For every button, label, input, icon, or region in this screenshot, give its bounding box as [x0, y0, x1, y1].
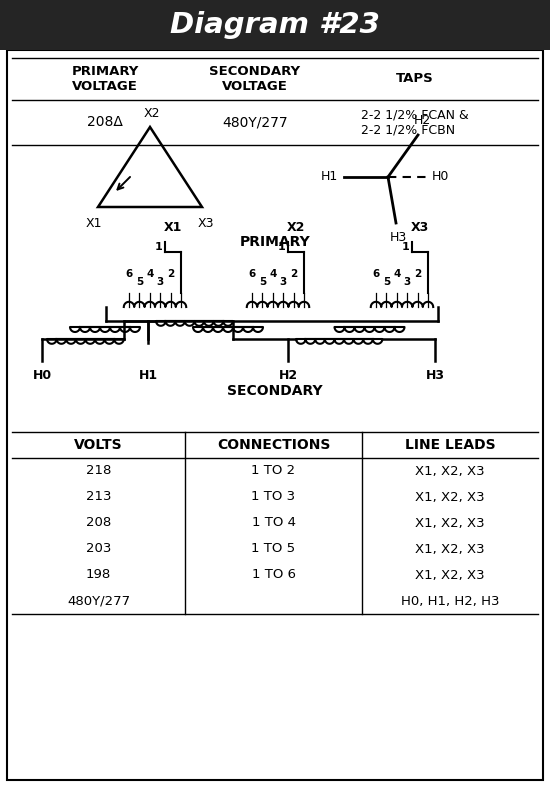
Text: 2: 2 [414, 269, 421, 279]
Text: H0, H1, H2, H3: H0, H1, H2, H3 [401, 594, 499, 608]
Text: X1: X1 [164, 221, 182, 234]
Text: 1: 1 [402, 242, 409, 252]
Text: TAPS: TAPS [396, 72, 434, 86]
Text: 2-2 1/2% FCAN &
2-2 1/2% FCBN: 2-2 1/2% FCAN & 2-2 1/2% FCBN [361, 109, 469, 136]
Text: H3: H3 [389, 231, 406, 244]
Text: PRIMARY: PRIMARY [240, 235, 310, 249]
Text: SECONDARY: SECONDARY [227, 384, 323, 398]
Text: 203: 203 [86, 542, 111, 556]
Text: H2: H2 [278, 369, 298, 382]
Text: LINE LEADS: LINE LEADS [405, 438, 496, 452]
Text: 1: 1 [277, 242, 285, 252]
Text: 198: 198 [86, 568, 111, 582]
Text: 4: 4 [269, 269, 277, 279]
Text: 208: 208 [86, 516, 111, 530]
Text: 1 TO 3: 1 TO 3 [251, 490, 295, 504]
Text: 5: 5 [258, 277, 266, 287]
Text: 3: 3 [404, 277, 411, 287]
Text: 1 TO 2: 1 TO 2 [251, 464, 295, 478]
Text: H2: H2 [414, 114, 431, 127]
Text: 4: 4 [393, 269, 400, 279]
Text: H3: H3 [426, 369, 444, 382]
Text: X1, X2, X3: X1, X2, X3 [415, 516, 485, 530]
Text: 480Y/277: 480Y/277 [222, 116, 288, 130]
Text: Diagram #23: Diagram #23 [170, 11, 380, 39]
Text: 6: 6 [249, 269, 256, 279]
Text: X2: X2 [287, 221, 305, 234]
Text: X1, X2, X3: X1, X2, X3 [415, 568, 485, 582]
Text: 208Δ: 208Δ [87, 116, 123, 130]
Text: X3: X3 [198, 217, 214, 230]
Text: 218: 218 [86, 464, 111, 478]
Text: 1: 1 [154, 242, 162, 252]
Text: X2: X2 [144, 107, 160, 120]
Text: X1, X2, X3: X1, X2, X3 [415, 490, 485, 504]
Text: 4: 4 [146, 269, 153, 279]
Text: 5: 5 [136, 277, 143, 287]
Text: 6: 6 [125, 269, 133, 279]
Text: PRIMARY
VOLTAGE: PRIMARY VOLTAGE [72, 65, 139, 93]
Text: X1, X2, X3: X1, X2, X3 [415, 464, 485, 478]
Text: 3: 3 [157, 277, 164, 287]
Text: 5: 5 [383, 277, 390, 287]
Text: H1: H1 [139, 369, 157, 382]
Text: 480Y/277: 480Y/277 [67, 594, 130, 608]
Text: X1: X1 [86, 217, 102, 230]
Text: 6: 6 [372, 269, 379, 279]
Bar [0, 0, 550, 50]
Text: H0: H0 [32, 369, 52, 382]
Text: VOLTS: VOLTS [74, 438, 123, 452]
Text: CONNECTIONS: CONNECTIONS [217, 438, 330, 452]
Text: SECONDARY
VOLTAGE: SECONDARY VOLTAGE [210, 65, 300, 93]
Text: X3: X3 [411, 221, 429, 234]
Text: 1 TO 6: 1 TO 6 [251, 568, 295, 582]
Text: 2: 2 [167, 269, 174, 279]
Text: 213: 213 [86, 490, 111, 504]
Text: 3: 3 [279, 277, 287, 287]
Text: X1, X2, X3: X1, X2, X3 [415, 542, 485, 556]
Text: 1 TO 4: 1 TO 4 [251, 516, 295, 530]
Text: H1: H1 [321, 171, 338, 183]
Text: 2: 2 [290, 269, 297, 279]
Text: 1 TO 5: 1 TO 5 [251, 542, 295, 556]
Text: H0: H0 [432, 171, 449, 183]
